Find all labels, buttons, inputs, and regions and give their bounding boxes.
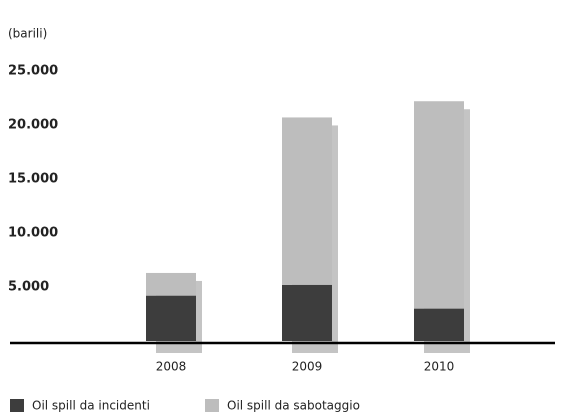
x-tick-label: 2008 (156, 360, 187, 374)
y-tick-label: 15.000 (8, 172, 58, 187)
y-tick-label: 25.000 (8, 64, 58, 79)
legend-swatch (10, 399, 24, 412)
legend-swatch (205, 399, 219, 412)
y-tick-label: 10.000 (8, 226, 58, 241)
y-tick-label: 5.000 (8, 280, 49, 295)
bar-segment (146, 272, 196, 296)
bar-segment (414, 308, 464, 341)
y-tick-label: 20.000 (8, 118, 58, 133)
x-tick-label: 2010 (424, 360, 455, 374)
x-tick-label: 2009 (292, 360, 323, 374)
legend-label: Oil spill da incidenti (32, 399, 150, 413)
bar-segment (414, 101, 464, 309)
bar-segment (146, 295, 196, 341)
bar-segment (282, 284, 332, 341)
legend-label: Oil spill da sabotaggio (227, 399, 360, 413)
bar-segment (282, 117, 332, 285)
unit-label: (barili) (8, 27, 47, 41)
